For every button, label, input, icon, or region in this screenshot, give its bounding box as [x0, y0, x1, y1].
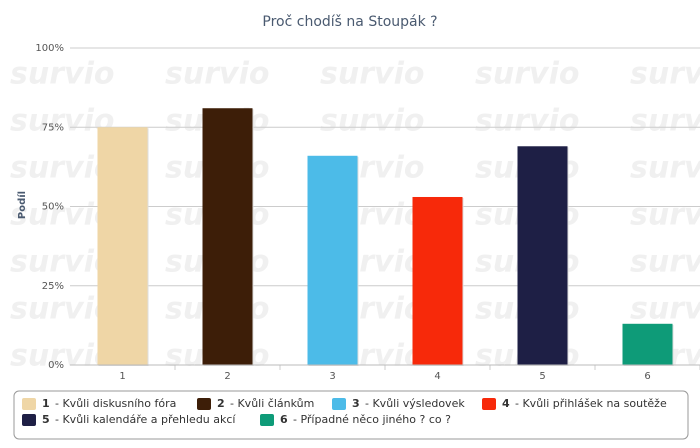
watermark: survio	[320, 104, 424, 139]
legend-swatch	[197, 398, 211, 410]
legend-label: - Kvůli diskusního fóra	[55, 397, 176, 410]
x-tick-label: 3	[329, 371, 335, 382]
y-tick-label: 100%	[35, 43, 64, 54]
legend-label: - Kvůli kalendáře a přehledu akcí	[55, 413, 236, 426]
watermark: survio	[630, 198, 700, 233]
legend-swatch	[22, 414, 36, 426]
x-tick-label: 4	[434, 371, 440, 382]
y-tick-label: 0%	[48, 360, 64, 371]
watermark: survio	[630, 245, 700, 280]
watermark: survio	[320, 57, 424, 92]
bar	[202, 108, 253, 365]
watermark: survio	[630, 57, 700, 92]
legend-number: 1	[42, 397, 50, 410]
y-tick-label: 50%	[42, 202, 64, 213]
bar	[622, 323, 673, 365]
watermark: survio	[10, 151, 114, 186]
watermark: survio	[475, 104, 579, 139]
legend-label: - Případné něco jiného ? co ?	[293, 413, 451, 426]
watermark: survio	[165, 57, 269, 92]
watermark: survio	[10, 57, 114, 92]
legend-number: 2	[217, 397, 225, 410]
x-tick-label: 1	[119, 371, 125, 382]
y-tick-label: 25%	[42, 281, 64, 292]
watermark: survio	[475, 57, 579, 92]
bar	[307, 155, 358, 365]
legend-number: 6	[280, 413, 288, 426]
legend-label: - Kvůli přihlášek na soutěže	[515, 397, 667, 410]
bar	[517, 146, 568, 365]
x-tick-label: 6	[644, 371, 650, 382]
watermark: survio	[10, 245, 114, 280]
watermark: survio	[10, 198, 114, 233]
legend-number: 4	[502, 397, 510, 410]
legend-label: - Kvůli článkům	[230, 397, 314, 410]
x-tick-label: 5	[539, 371, 545, 382]
legend-swatch	[332, 398, 346, 410]
y-tick-label: 75%	[42, 122, 64, 133]
watermark: survio	[10, 104, 114, 139]
x-tick-label: 2	[224, 371, 230, 382]
bar	[97, 127, 148, 365]
y-axis-label: Podíl	[16, 191, 28, 219]
legend-box	[13, 390, 689, 440]
watermark: survio	[10, 292, 114, 327]
legend-swatch	[260, 414, 274, 426]
watermark: survio	[10, 339, 114, 374]
legend-label: - Kvůli výsledovek	[365, 397, 465, 410]
watermark: survio	[630, 104, 700, 139]
legend-number: 5	[42, 413, 50, 426]
watermark: survio	[630, 151, 700, 186]
legend-swatch	[22, 398, 36, 410]
bar	[412, 196, 463, 365]
legend-swatch	[482, 398, 496, 410]
chart-title: Proč chodíš na Stoupák ?	[262, 14, 437, 30]
watermark: survio	[630, 292, 700, 327]
legend-number: 3	[352, 397, 360, 410]
